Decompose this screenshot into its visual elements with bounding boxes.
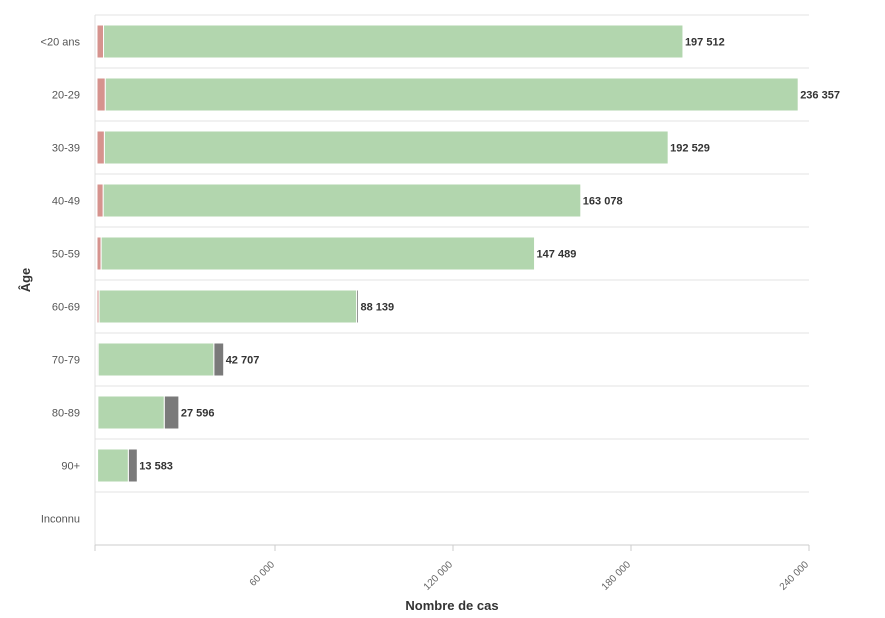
x-axis-title: Nombre de cas: [405, 598, 498, 613]
category-label: 70-79: [52, 355, 80, 367]
category-label: 90+: [61, 461, 80, 473]
bar-total-label: 27 596: [181, 408, 215, 420]
bar-segment-2: [356, 289, 359, 324]
bar-segment-1: [100, 236, 536, 271]
x-tick-label: 180 000: [600, 559, 634, 593]
bar-segment-0: [96, 24, 105, 59]
bar-total-label: 236 357: [800, 90, 840, 102]
bars: [96, 24, 799, 483]
bar-segment-0: [96, 183, 104, 218]
category-labels: <20 ans 20-29 30-39 40-49 50-59 60-69 70-79 80-…: [41, 37, 81, 526]
bar-segment-1: [103, 24, 684, 59]
x-tick-label: 240 000: [778, 559, 812, 593]
bar-segment-0: [96, 236, 102, 271]
category-label: Inconnu: [41, 514, 80, 526]
category-label: 40-49: [52, 196, 80, 208]
bar-total-label: 197 512: [685, 37, 725, 49]
bar-segment-1: [104, 77, 799, 112]
category-label: <20 ans: [41, 37, 81, 49]
bar-total-label: 42 707: [226, 355, 260, 367]
bar-total-label: 88 139: [360, 302, 394, 314]
bar-segment-2: [213, 342, 225, 377]
bar-segment-0: [96, 130, 105, 165]
category-label: 20-29: [52, 90, 80, 102]
bar-segment-2: [127, 448, 138, 483]
bar-segment-1: [98, 289, 358, 324]
category-label: 30-39: [52, 143, 80, 155]
bar-segment-1: [97, 395, 165, 430]
category-label: 80-89: [52, 408, 80, 420]
bar-total-label: 13 583: [139, 461, 173, 473]
bar-segment-1: [97, 342, 215, 377]
bar-segment-1: [102, 183, 582, 218]
x-tick-label: 120 000: [422, 559, 456, 593]
data-labels: 197 512 236 357 192 529 163 078 147 489 88 13…: [139, 37, 840, 473]
category-label: 60-69: [52, 302, 80, 314]
bar-segment-1: [97, 448, 129, 483]
bar-segment-0: [96, 77, 106, 112]
bar-total-label: 163 078: [583, 196, 623, 208]
category-label: 50-59: [52, 249, 80, 261]
bar-total-label: 192 529: [670, 143, 710, 155]
y-axis-title: Âge: [18, 268, 33, 293]
bar-segment-2: [163, 395, 180, 430]
bar-segment-1: [103, 130, 669, 165]
x-tick-label: 60 000: [248, 559, 278, 589]
bar-total-label: 147 489: [537, 249, 577, 261]
